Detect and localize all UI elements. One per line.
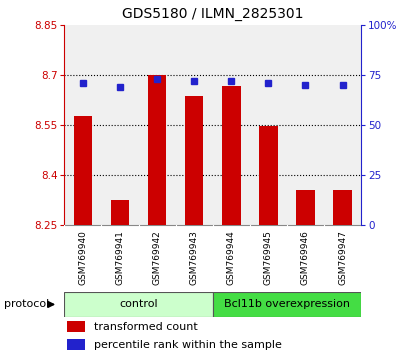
Text: GSM769940: GSM769940 (78, 230, 88, 285)
Bar (64, 292, 213, 317)
Text: GSM769942: GSM769942 (153, 230, 161, 285)
Text: transformed count: transformed count (94, 322, 198, 332)
Text: GSM769947: GSM769947 (338, 230, 347, 285)
Bar (111, 200, 129, 225)
Bar (148, 75, 166, 225)
Bar (333, 190, 352, 225)
Text: GSM769943: GSM769943 (190, 230, 199, 285)
Bar (259, 126, 278, 225)
Text: control: control (119, 299, 158, 309)
Bar (296, 190, 315, 225)
Bar (67, 321, 85, 332)
Bar (73, 116, 92, 225)
Bar (213, 292, 361, 317)
Bar (222, 86, 241, 225)
Bar (67, 339, 85, 350)
Text: GSM769945: GSM769945 (264, 230, 273, 285)
Text: GSM769946: GSM769946 (301, 230, 310, 285)
Title: GDS5180 / ILMN_2825301: GDS5180 / ILMN_2825301 (122, 7, 303, 21)
Text: GSM769941: GSM769941 (115, 230, 124, 285)
Text: Bcl11b overexpression: Bcl11b overexpression (224, 299, 350, 309)
Text: GSM769944: GSM769944 (227, 230, 236, 285)
Bar (185, 96, 203, 225)
Text: percentile rank within the sample: percentile rank within the sample (94, 340, 282, 350)
Text: protocol: protocol (4, 299, 49, 309)
